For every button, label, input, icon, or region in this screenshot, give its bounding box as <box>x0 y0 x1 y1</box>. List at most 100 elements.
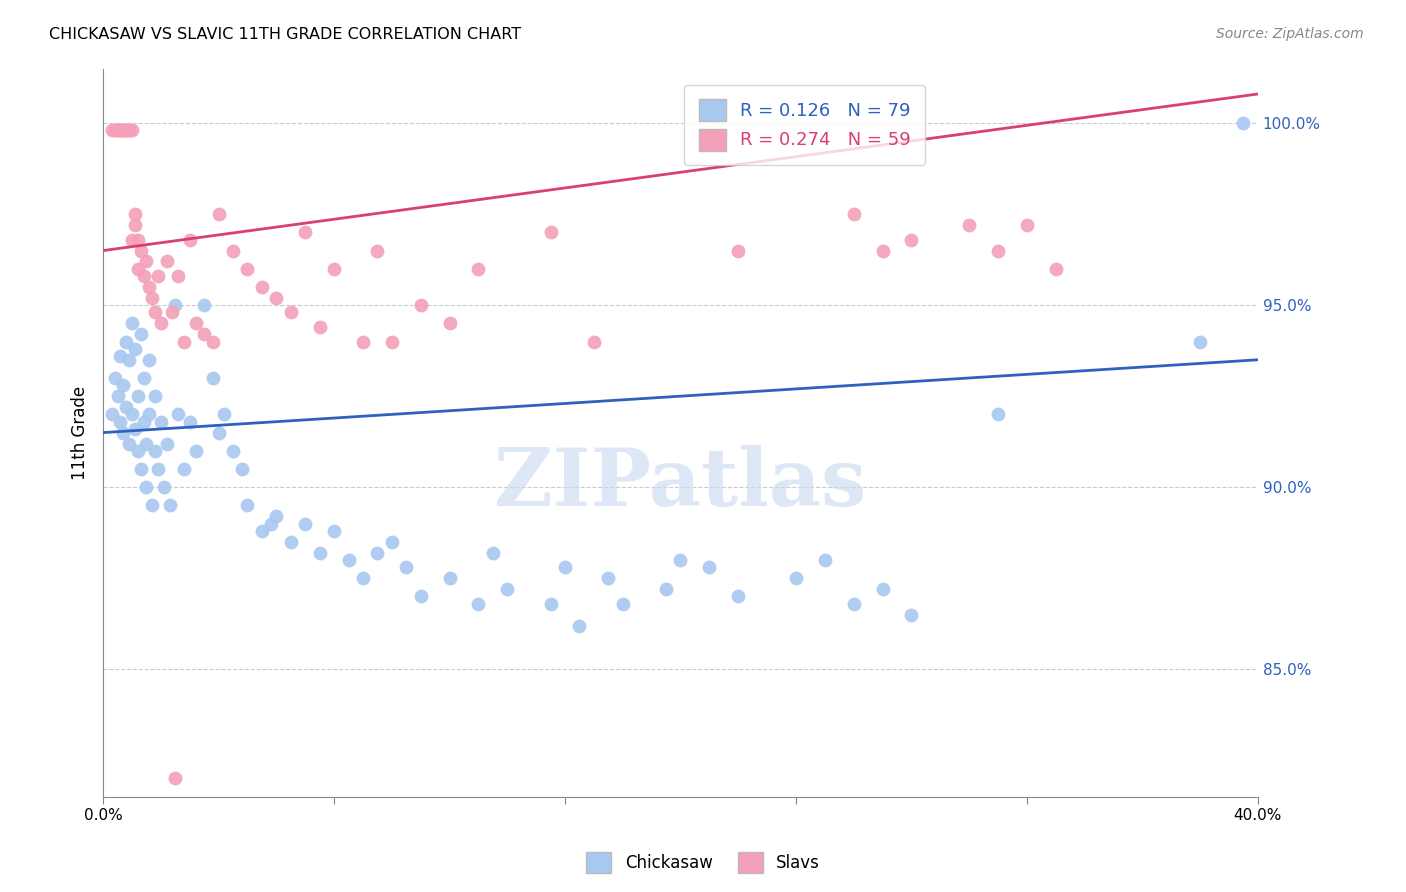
Point <box>156 436 179 450</box>
Text: ZIPatlas: ZIPatlas <box>495 444 866 523</box>
Point <box>294 225 316 239</box>
Point <box>496 582 519 596</box>
Point <box>101 408 124 422</box>
Point <box>167 268 190 283</box>
Point <box>112 123 135 137</box>
Point <box>110 123 132 137</box>
Point <box>129 327 152 342</box>
Point <box>842 207 865 221</box>
Point <box>112 123 135 137</box>
Point <box>655 582 678 596</box>
Point <box>381 534 404 549</box>
Point <box>872 244 894 258</box>
Point <box>121 123 143 137</box>
Point <box>124 422 146 436</box>
Point <box>143 443 166 458</box>
Point <box>115 334 138 349</box>
Point <box>129 244 152 258</box>
Point <box>280 534 302 549</box>
Point <box>266 509 288 524</box>
Point <box>115 123 138 137</box>
Point <box>250 280 273 294</box>
Point <box>554 560 576 574</box>
Point <box>159 499 181 513</box>
Point <box>409 590 432 604</box>
Point <box>118 123 141 137</box>
Point <box>231 462 253 476</box>
Point <box>482 546 505 560</box>
Point <box>121 317 143 331</box>
Point <box>439 571 461 585</box>
Point <box>568 618 591 632</box>
Point <box>598 571 620 585</box>
Point <box>184 317 207 331</box>
Point <box>115 400 138 414</box>
Point <box>104 123 127 137</box>
Point <box>236 499 259 513</box>
Point <box>156 254 179 268</box>
Point <box>294 516 316 531</box>
Point <box>127 389 149 403</box>
Point <box>149 317 172 331</box>
Point <box>540 225 562 239</box>
Point <box>900 607 922 622</box>
Point <box>727 244 749 258</box>
Point <box>381 334 404 349</box>
Point <box>280 305 302 319</box>
Point <box>1189 334 1212 349</box>
Point <box>101 123 124 137</box>
Point <box>138 408 160 422</box>
Text: CHICKASAW VS SLAVIC 11TH GRADE CORRELATION CHART: CHICKASAW VS SLAVIC 11TH GRADE CORRELATI… <box>49 27 522 42</box>
Point <box>409 298 432 312</box>
Point <box>124 207 146 221</box>
Point <box>785 571 807 585</box>
Point <box>110 415 132 429</box>
Point <box>323 524 346 538</box>
Point <box>135 480 157 494</box>
Point <box>259 516 281 531</box>
Point <box>107 123 129 137</box>
Point <box>366 546 388 560</box>
Point <box>366 244 388 258</box>
Point <box>308 546 330 560</box>
Point <box>201 371 224 385</box>
Point <box>129 462 152 476</box>
Point <box>143 305 166 319</box>
Point <box>1232 116 1254 130</box>
Point <box>236 261 259 276</box>
Point <box>900 233 922 247</box>
Point <box>395 560 418 574</box>
Point <box>193 298 215 312</box>
Legend: Chickasaw, Slavs: Chickasaw, Slavs <box>579 846 827 880</box>
Point <box>439 317 461 331</box>
Point <box>173 462 195 476</box>
Point <box>612 597 634 611</box>
Point <box>540 597 562 611</box>
Point <box>165 298 187 312</box>
Point <box>669 553 692 567</box>
Point <box>467 261 489 276</box>
Point <box>107 389 129 403</box>
Point <box>141 291 163 305</box>
Point <box>104 371 127 385</box>
Point <box>127 443 149 458</box>
Point <box>165 772 187 786</box>
Point <box>266 291 288 305</box>
Point <box>727 590 749 604</box>
Point <box>250 524 273 538</box>
Point <box>337 553 360 567</box>
Point <box>124 342 146 356</box>
Point <box>222 443 245 458</box>
Point <box>193 327 215 342</box>
Point <box>214 408 236 422</box>
Point <box>127 233 149 247</box>
Point <box>118 123 141 137</box>
Text: Source: ZipAtlas.com: Source: ZipAtlas.com <box>1216 27 1364 41</box>
Point <box>146 462 169 476</box>
Point <box>582 334 605 349</box>
Point <box>699 560 721 574</box>
Point <box>222 244 245 258</box>
Point <box>173 334 195 349</box>
Point <box>179 233 201 247</box>
Point <box>121 233 143 247</box>
